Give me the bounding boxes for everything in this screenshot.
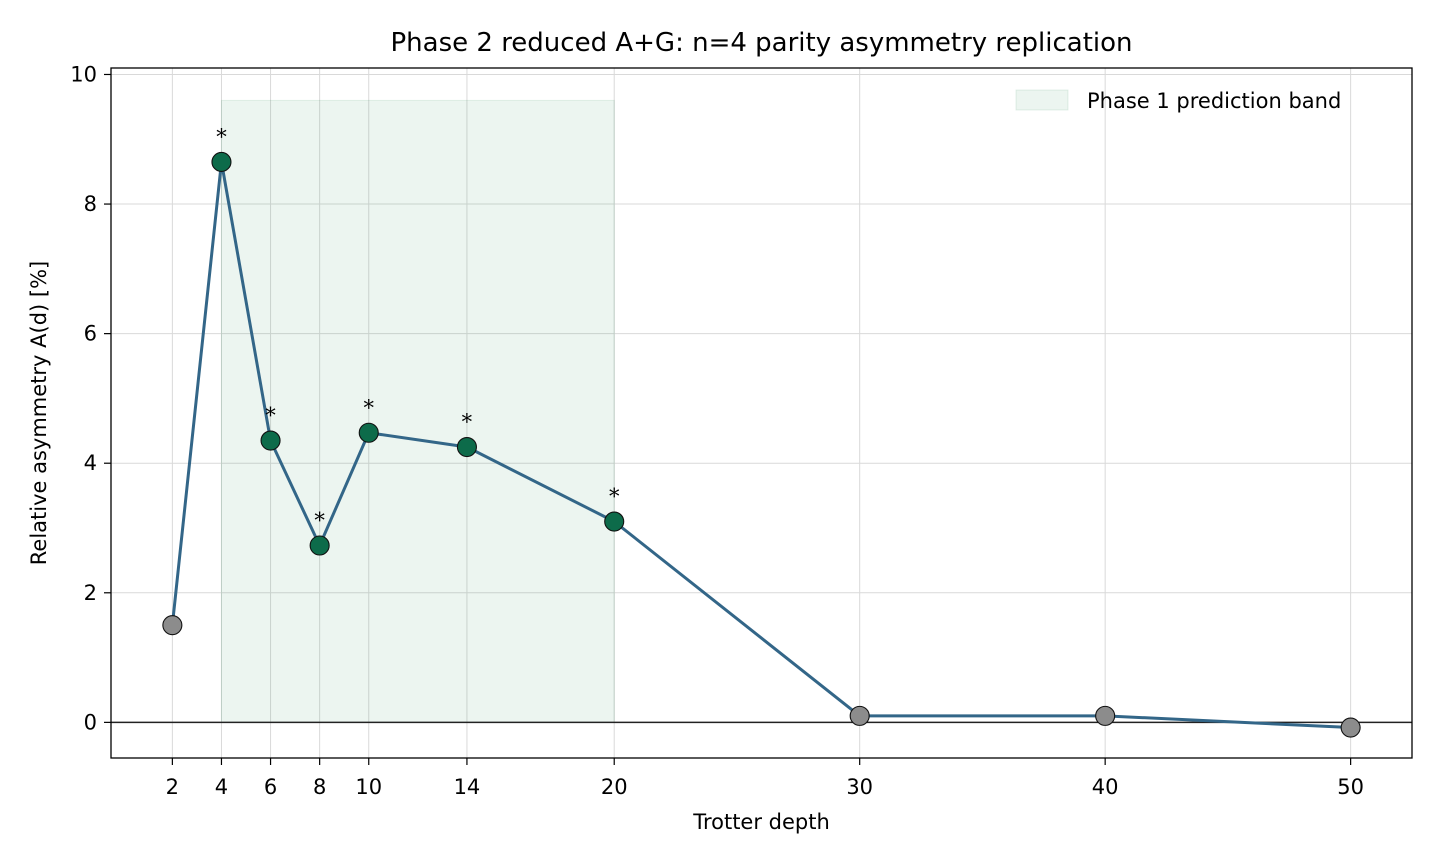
y-axis-label: Relative asymmetry A(d) [%] [27,261,51,566]
y-tick-label: 8 [84,192,97,216]
x-tick-label: 50 [1337,775,1364,799]
series-layer: * * * * * * [162,125,1361,738]
legend-swatch [1015,89,1069,111]
significance-marker: * [314,508,325,532]
series-line [170,160,1351,730]
x-tick-label: 2 [166,775,179,799]
data-point [604,511,625,532]
data-point [1095,705,1116,726]
data-point [849,705,870,726]
y-tick-label: 4 [84,451,97,475]
data-point [260,430,281,451]
prediction-band [220,99,615,723]
chart-title: Phase 2 reduced A+G: n=4 parity asymmetr… [390,28,1132,58]
data-point [456,436,477,458]
x-tick-label: 30 [846,775,873,799]
significance-marker: * [609,485,620,509]
band-layer [220,99,615,723]
x-axis-label: Trotter depth [692,810,830,834]
x-tick-label: 14 [454,775,481,799]
x-tick-label: 40 [1092,775,1119,799]
significance-marker: * [216,125,227,149]
y-tick-label: 0 [84,710,97,734]
plot-frame [110,67,1413,759]
x-tick-label: 20 [601,775,628,799]
significance-marker: * [265,404,276,428]
y-tick-label: 6 [84,322,97,346]
data-point [211,151,232,172]
x-tick-label: 4 [215,775,228,799]
significance-marker: * [363,396,374,420]
x-tick-label: 10 [355,775,382,799]
data-point [162,615,183,636]
y-tick-label: 10 [70,62,97,86]
legend-label: Phase 1 prediction band [1087,89,1341,113]
y-tick-label: 2 [84,581,97,605]
axes-layer: 2 4 6 8 10 14 20 30 40 50 0 2 4 6 8 10 [70,62,1413,799]
data-point [309,535,330,556]
data-point [1340,717,1361,738]
significance-marker: * [462,410,473,434]
data-point [358,422,379,443]
x-tick-label: 6 [264,775,277,799]
legend: Phase 1 prediction band [1015,89,1341,113]
x-tick-label: 8 [313,775,326,799]
